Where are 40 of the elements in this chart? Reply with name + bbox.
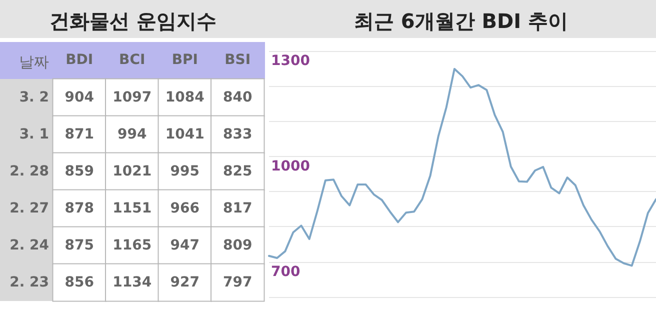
x-tick-label: BPI [172, 52, 198, 68]
data-label: 825 [223, 164, 252, 180]
data-label: 817 [223, 200, 252, 216]
y-tick-label: 1000 [271, 158, 310, 174]
y-tick-label: 2. 28 [10, 164, 49, 180]
data-label: 994 [118, 126, 147, 142]
data-label: 856 [64, 274, 94, 290]
data-label: 904 [64, 90, 94, 106]
data-label: 966 [170, 200, 200, 216]
data-label: 797 [223, 274, 252, 290]
data-label: 840 [223, 90, 252, 106]
data-label: 1151 [112, 200, 152, 216]
y-tick-label: 2. 27 [10, 200, 49, 216]
y-tick-label: 3. 2 [19, 90, 49, 106]
y-tick-label: 1300 [271, 53, 310, 69]
data-label: 809 [223, 238, 252, 254]
data-label: 1021 [112, 164, 152, 180]
y-tick-label: 2. 23 [10, 274, 49, 290]
data-label: 871 [64, 126, 94, 142]
data-label: 995 [170, 164, 200, 180]
data-label: 859 [64, 164, 94, 180]
x-tick-label: BSI [224, 52, 251, 68]
data-label: 1041 [165, 126, 204, 142]
y-axis-title: 날짜 [19, 53, 49, 71]
y-tick-label: 700 [271, 264, 300, 280]
x-tick-label: BCI [119, 52, 146, 68]
y-tick-label: 3. 1 [19, 126, 49, 142]
data-label: 947 [170, 238, 200, 254]
x-tick-label: BDI [66, 52, 94, 68]
data-label: 833 [223, 126, 252, 142]
chart-title: 건화물선 운임지수 [50, 9, 216, 33]
data-label: 927 [170, 274, 200, 290]
data-label: 878 [64, 200, 94, 216]
data-label: 1084 [165, 90, 205, 106]
y-tick-label: 2. 24 [10, 238, 50, 254]
data-label: 875 [64, 238, 94, 254]
data-label: 1097 [112, 90, 152, 106]
chart-title: 최근 6개월간 BDI 추이 [354, 9, 568, 33]
data-label: 1134 [112, 274, 152, 290]
data-label: 1165 [112, 238, 152, 254]
